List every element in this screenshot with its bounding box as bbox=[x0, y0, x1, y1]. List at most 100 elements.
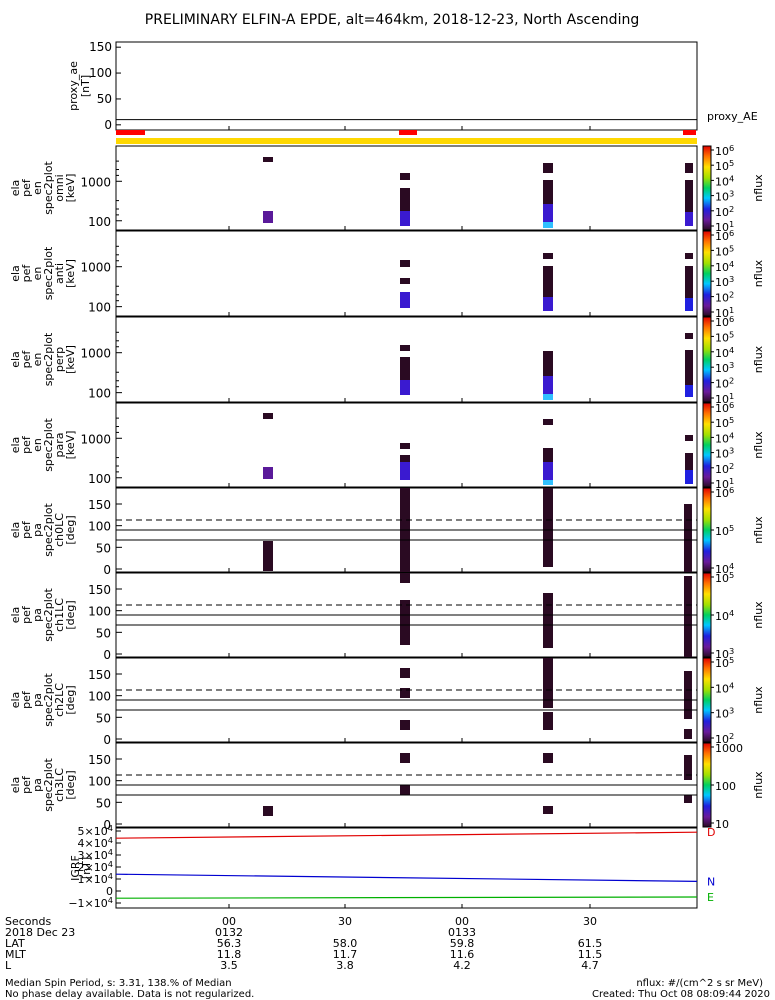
spectrogram-cell bbox=[400, 345, 410, 351]
y-tick-label: 100 bbox=[88, 215, 111, 229]
y-axis-label-line: [deg] bbox=[64, 515, 77, 544]
colorbar-label: nflux bbox=[752, 686, 765, 714]
y-axis-label-line: [deg] bbox=[64, 600, 77, 629]
colorbar-tick-label: 103 bbox=[715, 706, 734, 721]
y-axis-label: proxy_ae [nT] bbox=[67, 61, 92, 111]
colorbar-tick-label: 105 bbox=[715, 158, 734, 173]
y-axis-label-line: pef bbox=[20, 775, 33, 794]
eclipse-segment bbox=[116, 130, 145, 135]
spectrogram-cell bbox=[543, 712, 553, 730]
colorbar-tick-label: 101 bbox=[715, 219, 734, 234]
spectrogram-cell bbox=[400, 573, 410, 583]
panel-proxy-ae: 150 100 50 0 proxy_AE proxy_ae [nT] bbox=[67, 40, 758, 132]
spectrogram-cell bbox=[263, 413, 273, 419]
colorbar-label: nflux bbox=[752, 345, 765, 373]
y-axis-label-line: pef bbox=[20, 178, 33, 197]
y-axis-label: IGRF[nT] bbox=[69, 855, 93, 881]
spectrogram-cell bbox=[543, 351, 553, 381]
colorbar-label-text: nflux bbox=[752, 259, 765, 287]
y-tick-label: 0 bbox=[103, 733, 111, 747]
y-axis-label-line: ch2LC bbox=[53, 683, 66, 717]
y-axis-label-line: IGRF bbox=[69, 855, 82, 881]
spectrogram-cell bbox=[685, 350, 693, 390]
y-axis-label-line: spec2plot bbox=[42, 758, 55, 812]
x-lat-label: 61.5 bbox=[578, 937, 603, 950]
spectrogram-cell bbox=[543, 488, 553, 567]
x-l-label: 4.2 bbox=[453, 959, 471, 972]
colorbar bbox=[702, 657, 712, 743]
spectrogram-cell bbox=[685, 298, 693, 311]
x-lat-label: 58.0 bbox=[333, 937, 358, 950]
y-tick-label: 1000 bbox=[80, 175, 111, 189]
spectrogram-cell bbox=[685, 180, 693, 220]
colorbar-tick-label: 102 bbox=[715, 731, 734, 746]
y-axis-label-line: pa bbox=[31, 523, 44, 537]
footer-right-line2: Created: Thu Oct 08 08:09:44 2020 bbox=[592, 989, 770, 1000]
y-axis-label-line: ela bbox=[9, 692, 22, 709]
colorbar-tick-label: 106 bbox=[715, 485, 734, 500]
series-line-igrf-d bbox=[115, 831, 698, 839]
panel-frame bbox=[115, 41, 698, 131]
spectrogram-cell bbox=[543, 593, 553, 648]
panel-frame bbox=[115, 145, 698, 231]
y-tick-label: 50 bbox=[96, 796, 111, 810]
spectrogram-cell bbox=[685, 253, 693, 259]
spectrogram-cell bbox=[543, 253, 553, 259]
spectrogram-cell bbox=[263, 157, 273, 162]
spectrogram-cell bbox=[263, 211, 273, 223]
x-row-label: Seconds bbox=[5, 915, 51, 928]
y-axis-label-line: pef bbox=[20, 435, 33, 454]
y-axis-label-line: para bbox=[53, 433, 66, 458]
spectrogram-cell bbox=[684, 504, 692, 572]
eclipse-segment bbox=[399, 130, 417, 135]
y-tick-label: 100 bbox=[88, 605, 111, 619]
spectrogram-cell bbox=[543, 163, 553, 173]
spectrogram-cell bbox=[400, 292, 410, 308]
spectrogram-cell bbox=[685, 385, 693, 397]
spectrogram-cell bbox=[543, 394, 553, 400]
y-axis-label-line: spec2plot bbox=[42, 418, 55, 472]
y-axis-label-line: omni bbox=[53, 174, 66, 201]
spectrogram-cell bbox=[684, 795, 692, 803]
colorbar-tick-label: 102 bbox=[715, 376, 734, 391]
colorbar-label-text: nflux bbox=[752, 174, 765, 202]
y-axis-label-line: ch3LC bbox=[53, 768, 66, 802]
y-axis-label-line: ch1LC bbox=[53, 598, 66, 632]
y-axis-label-line: en bbox=[31, 438, 44, 452]
spectrogram-cell bbox=[543, 806, 553, 814]
spectrogram-cell bbox=[400, 785, 410, 795]
y-tick-label: 50 bbox=[97, 92, 112, 106]
colorbar-tick-label: 103 bbox=[715, 360, 734, 375]
spectrogram-cell bbox=[685, 333, 693, 339]
x-lat-label: 56.3 bbox=[217, 937, 242, 950]
eclipse-segment bbox=[683, 130, 696, 135]
y-axis-label-line: [keV] bbox=[64, 174, 77, 203]
spectrogram-cell bbox=[400, 668, 410, 678]
colorbar-tick-label: 105 bbox=[715, 655, 734, 670]
colorbar-tick-label: 100 bbox=[715, 780, 736, 793]
colorbar bbox=[702, 316, 712, 403]
y-tick-label: 5×104 bbox=[78, 823, 113, 838]
spectrogram-cell bbox=[685, 266, 693, 311]
y-tick-label: 1000 bbox=[80, 347, 111, 361]
colorbar-tick-label: 106 bbox=[715, 228, 734, 243]
x-seconds-label: 30 bbox=[338, 915, 352, 928]
y-axis-label-line: spec2plot bbox=[42, 332, 55, 386]
y-tick-label: 100 bbox=[88, 301, 111, 315]
y-axis-label-line: ela bbox=[9, 777, 22, 794]
footer-left-line2: No phase delay available. Data is not re… bbox=[5, 989, 255, 1000]
series-line-igrf-e bbox=[115, 896, 698, 899]
x-l-label: 3.8 bbox=[336, 959, 354, 972]
colorbar-tick-label: 103 bbox=[715, 274, 734, 289]
x-l-label: 3.5 bbox=[220, 959, 238, 972]
spectrogram-cell bbox=[400, 462, 410, 480]
x-lat-label: 59.8 bbox=[450, 937, 475, 950]
y-tick-label: 1000 bbox=[80, 432, 111, 446]
panel-frame bbox=[115, 316, 698, 403]
y-axis-label-line: proxy_ae bbox=[67, 61, 80, 111]
colorbar-label: nflux bbox=[752, 601, 765, 629]
spectrogram-cell bbox=[543, 419, 553, 425]
y-axis-label-line: [nT] bbox=[80, 857, 93, 879]
y-tick-label: 50 bbox=[96, 711, 111, 725]
